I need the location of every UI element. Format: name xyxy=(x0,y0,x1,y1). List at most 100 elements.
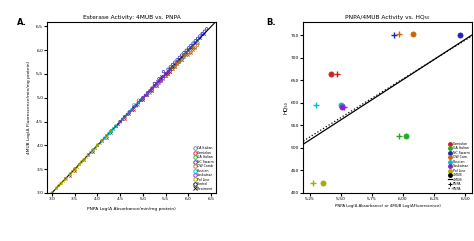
Point xyxy=(112,124,119,128)
Point xyxy=(98,139,106,142)
Point xyxy=(162,74,170,78)
Point xyxy=(75,162,83,166)
Point xyxy=(180,53,188,57)
Point xyxy=(169,67,176,71)
Point xyxy=(173,62,181,66)
Point xyxy=(141,94,149,97)
Point xyxy=(121,115,128,119)
Point xyxy=(151,81,158,85)
Point xyxy=(166,67,174,71)
Point xyxy=(123,113,131,116)
Point xyxy=(100,136,108,140)
Point xyxy=(171,65,179,69)
Point xyxy=(171,60,179,64)
Point xyxy=(126,110,133,114)
Point xyxy=(144,91,151,95)
Title: PNPA/4MUB Activity vs. HQ₅₀: PNPA/4MUB Activity vs. HQ₅₀ xyxy=(345,15,429,20)
Point xyxy=(182,52,190,56)
Point xyxy=(141,94,149,97)
Point xyxy=(107,129,115,133)
Point xyxy=(189,48,197,52)
Point xyxy=(53,186,60,190)
Point xyxy=(157,77,165,81)
Point xyxy=(117,120,124,123)
Point xyxy=(103,134,110,138)
Point xyxy=(187,46,194,50)
Point xyxy=(148,86,156,90)
Point xyxy=(160,77,167,81)
Text: A.: A. xyxy=(17,18,27,27)
Point xyxy=(69,169,76,173)
Point xyxy=(148,89,156,93)
Point xyxy=(187,51,194,54)
Point xyxy=(164,70,172,74)
Point xyxy=(62,177,69,181)
Point xyxy=(185,46,192,50)
Point xyxy=(153,81,160,85)
Point xyxy=(128,108,136,112)
Point xyxy=(144,94,151,97)
Point xyxy=(402,134,410,138)
Point xyxy=(175,58,183,62)
Point xyxy=(132,103,140,107)
Point xyxy=(333,73,341,76)
Point xyxy=(94,143,101,147)
Point xyxy=(57,181,65,185)
Point xyxy=(87,150,94,154)
Point xyxy=(130,103,137,107)
Point xyxy=(151,84,158,88)
Point xyxy=(103,134,110,138)
Text: B.: B. xyxy=(266,18,276,27)
Point xyxy=(87,150,94,154)
Point xyxy=(155,81,163,85)
Point xyxy=(327,73,335,76)
Point xyxy=(153,82,160,86)
Point xyxy=(48,191,56,195)
Point xyxy=(166,67,174,71)
Point xyxy=(178,58,185,62)
Point xyxy=(162,72,170,76)
Point xyxy=(189,41,197,45)
Point xyxy=(160,70,167,74)
Point xyxy=(153,81,160,85)
Point xyxy=(178,55,185,59)
Point xyxy=(146,89,154,93)
Point xyxy=(82,155,90,159)
Point xyxy=(182,52,190,56)
Point xyxy=(185,51,192,54)
Point xyxy=(84,153,92,157)
Point xyxy=(148,89,156,93)
Point xyxy=(135,100,142,104)
Point xyxy=(182,53,190,57)
Point xyxy=(201,32,208,35)
Point xyxy=(66,174,74,178)
Point xyxy=(112,124,119,128)
Point xyxy=(114,122,122,126)
Point xyxy=(46,193,54,197)
Point xyxy=(91,146,99,150)
Point xyxy=(153,79,160,83)
Point xyxy=(148,86,156,90)
Point xyxy=(162,72,170,76)
Point xyxy=(187,51,194,54)
Point xyxy=(139,96,147,100)
Point xyxy=(175,55,183,59)
Point xyxy=(166,67,174,71)
Point xyxy=(117,120,124,123)
Point xyxy=(91,146,99,150)
Point xyxy=(164,67,172,71)
Point xyxy=(310,181,317,185)
Point xyxy=(126,110,133,114)
Point xyxy=(171,62,179,66)
Point xyxy=(151,84,158,88)
Point xyxy=(137,98,145,102)
Point xyxy=(48,191,56,195)
Point xyxy=(185,48,192,52)
Point xyxy=(66,172,74,176)
Point xyxy=(162,74,170,78)
Point xyxy=(185,51,192,54)
Point xyxy=(146,89,154,93)
Point xyxy=(166,67,174,71)
Point xyxy=(80,158,88,161)
Point xyxy=(126,110,133,114)
